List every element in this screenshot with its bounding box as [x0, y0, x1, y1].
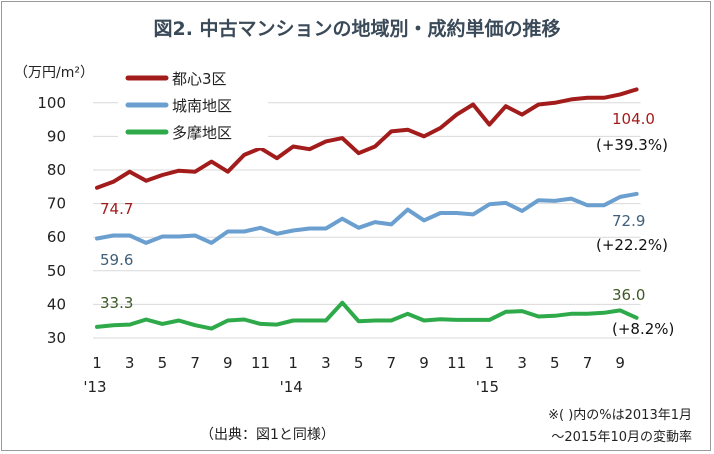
change-percent-label: (+8.2%) [612, 320, 674, 338]
x-tick-label: 3 [125, 354, 135, 372]
y-tick-label: 70 [47, 195, 66, 213]
year-label: '15 [476, 378, 499, 396]
y-tick-label: 60 [47, 228, 66, 246]
y-tick-label: 90 [47, 127, 66, 145]
series-lines [95, 87, 639, 331]
footnote-line-1: ※( )内の%は2013年1月 [548, 408, 692, 423]
y-axis-unit-label: （万円/m²） [14, 65, 94, 81]
x-tick-label: 1 [288, 354, 298, 372]
legend-label: 城南地区 [172, 97, 232, 115]
x-tick-label: 11 [251, 354, 270, 372]
legend-label: 多摩地区 [172, 124, 232, 142]
y-tick-label: 100 [37, 94, 66, 112]
series-line [95, 300, 639, 331]
end-value-label: 36.0 [612, 286, 645, 304]
year-label: '13 [83, 378, 106, 396]
change-percent-label: (+39.3%) [596, 136, 668, 154]
x-tick-label: 9 [223, 354, 233, 372]
footnote-line-2: ～2015年10月の変動率 [551, 430, 692, 445]
x-tick-label: 7 [190, 354, 200, 372]
x-axis-ticks: 1 3 5 7 9 11 1 3 5 7 9 11 1 3 5 7 9'13'14'15 [83, 354, 625, 396]
x-tick-label: 3 [321, 354, 331, 372]
end-value-label: 72.9 [612, 212, 645, 230]
legend-label: 都心3区 [172, 70, 227, 88]
x-tick-label: 7 [387, 354, 397, 372]
y-axis-ticks: 30 40 50 60 70 80 90 100 [37, 94, 66, 347]
start-value-label: 59.6 [100, 251, 133, 269]
x-tick-label: 11 [447, 354, 466, 372]
series-line [95, 87, 639, 190]
x-tick-label: 9 [615, 354, 625, 372]
year-label: '14 [280, 378, 303, 396]
start-value-label: 33.3 [100, 294, 133, 312]
y-tick-label: 80 [47, 161, 66, 179]
start-value-label: 74.7 [100, 200, 133, 218]
y-tick-label: 40 [47, 295, 66, 313]
change-percent-label: (+22.2%) [596, 236, 668, 254]
x-tick-label: 5 [550, 354, 560, 372]
x-tick-label: 1 [92, 354, 102, 372]
x-tick-label: 3 [517, 354, 527, 372]
x-tick-label: 5 [158, 354, 168, 372]
x-tick-label: 7 [583, 354, 593, 372]
source-note: （出典：図1と同様） [200, 427, 335, 443]
end-value-label: 104.0 [612, 110, 655, 128]
x-tick-label: 5 [354, 354, 364, 372]
y-tick-label: 30 [47, 329, 66, 347]
series-line [95, 191, 639, 245]
data-labels: 74.7 104.0 (+39.3%) 59.6 72.9 (+22.2%) 33.3 36.… [100, 110, 674, 338]
chart-title: 図2. 中古マンションの地域別・成約単価の推移 [153, 18, 561, 40]
x-tick-label: 9 [419, 354, 429, 372]
y-tick-label: 50 [47, 262, 66, 280]
x-tick-label: 1 [485, 354, 495, 372]
